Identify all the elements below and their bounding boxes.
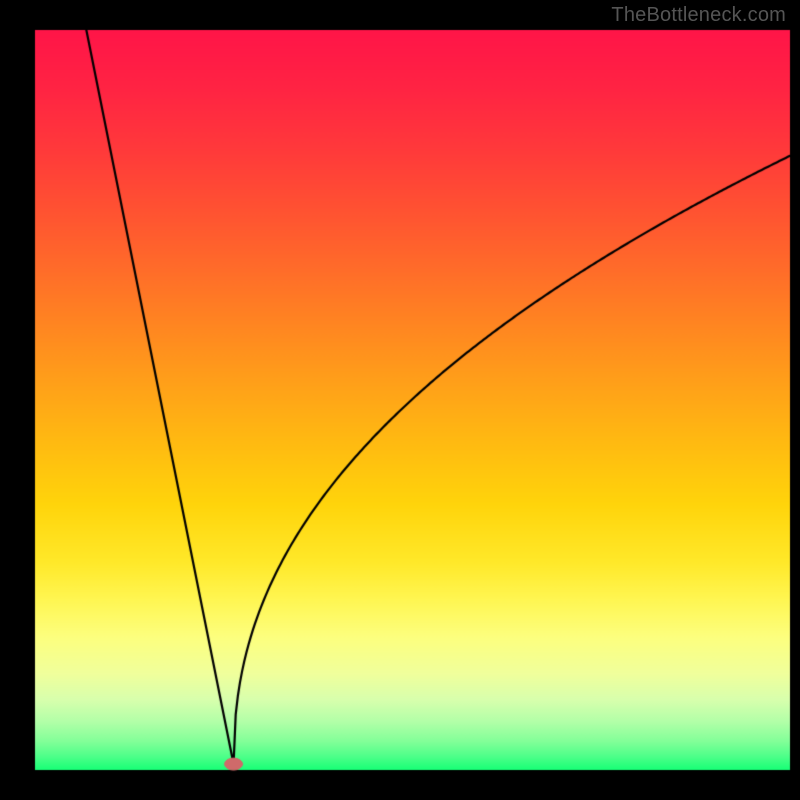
chart-container: TheBottleneck.com	[0, 0, 800, 800]
bottleneck-chart-canvas	[0, 0, 800, 800]
watermark-text: TheBottleneck.com	[611, 4, 786, 27]
